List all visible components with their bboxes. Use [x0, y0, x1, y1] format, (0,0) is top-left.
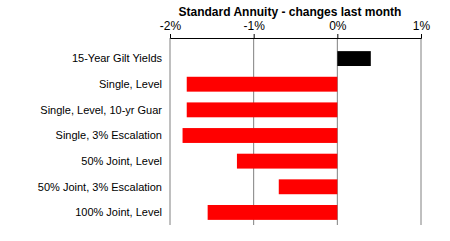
- bar: [183, 128, 338, 143]
- category-label: 100% Joint, Level: [75, 206, 162, 218]
- tick-mark: [254, 34, 255, 38]
- plot: -2% -1% 0% 1% 15-Year Gilt Yields Single, Lev…: [38, 19, 431, 225]
- y-axis: 15-Year Gilt Yields Single, Level Single, …: [38, 52, 163, 218]
- grid-line: [421, 38, 422, 225]
- tick: 1%: [413, 19, 431, 38]
- bar: [208, 205, 338, 220]
- x-axis: -2% -1% 0% 1%: [160, 19, 431, 39]
- bar: [187, 102, 338, 117]
- category-label: Single, 3% Escalation: [56, 129, 162, 141]
- category-label: 50% Joint, Level: [81, 155, 162, 167]
- tick-mark: [421, 34, 422, 38]
- bar: [279, 179, 338, 194]
- tick-mark: [337, 34, 338, 38]
- grid-line: [170, 38, 171, 225]
- bar: [337, 51, 370, 66]
- bar: [187, 77, 338, 92]
- tick-label: -1%: [243, 19, 265, 33]
- tick-label: 0%: [329, 19, 347, 33]
- tick-label: 1%: [413, 19, 431, 33]
- tick-label: -2%: [160, 19, 182, 33]
- tick: -1%: [243, 19, 265, 38]
- category-label: Single, Level: [99, 78, 162, 90]
- tick: -2%: [160, 19, 182, 38]
- tick: 0%: [329, 19, 347, 38]
- category-label: 50% Joint, 3% Escalation: [38, 181, 162, 193]
- chart: Standard Annuity - changes last month-2%…: [0, 0, 450, 241]
- category-label: Single, Level, 10-yr Guar: [40, 104, 162, 116]
- bars: [183, 51, 371, 220]
- grid: [170, 38, 421, 225]
- bar: [237, 154, 337, 169]
- category-label: 15-Year Gilt Yields: [72, 52, 163, 64]
- title: Standard Annuity - changes last month: [179, 5, 402, 19]
- axis-line: [171, 34, 422, 39]
- tick-mark: [170, 34, 171, 38]
